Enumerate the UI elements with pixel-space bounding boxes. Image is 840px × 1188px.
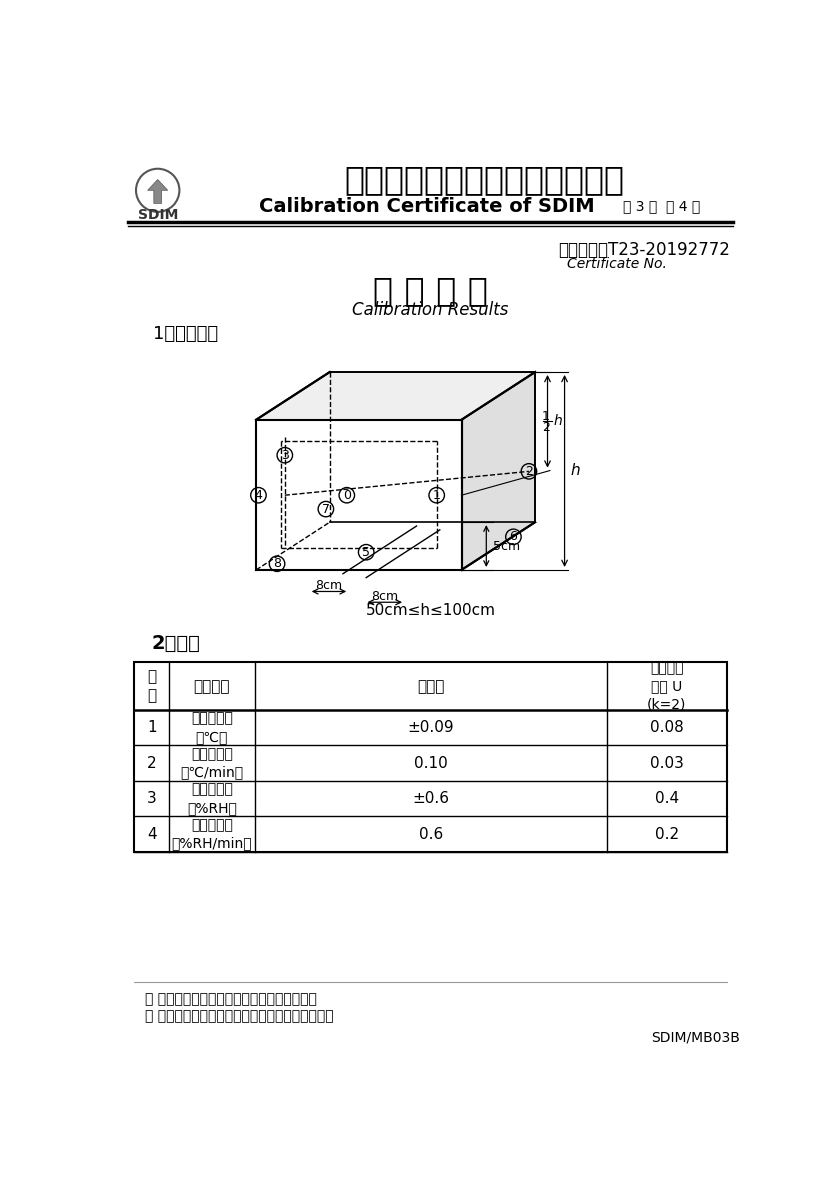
Polygon shape — [461, 372, 535, 570]
Text: ±0.09: ±0.09 — [407, 720, 454, 735]
Text: 校准项目: 校准项目 — [194, 678, 230, 694]
Text: ±0.6: ±0.6 — [412, 791, 449, 807]
Text: 1: 1 — [433, 488, 441, 501]
Text: 0.2: 0.2 — [655, 827, 679, 841]
Text: 第 3 页  共 4 页: 第 3 页 共 4 页 — [622, 200, 700, 214]
Text: 扩展不确
定度 U
(k=2): 扩展不确 定度 U (k=2) — [647, 661, 686, 712]
Text: 校准值: 校准值 — [417, 678, 444, 694]
Text: ＊ 未经本院书面批准，不得部分复印此证书。: ＊ 未经本院书面批准，不得部分复印此证书。 — [145, 992, 318, 1006]
Text: 3: 3 — [147, 791, 157, 807]
Text: 序
号: 序 号 — [147, 669, 156, 703]
Text: 0.03: 0.03 — [650, 756, 684, 771]
Text: 5: 5 — [362, 545, 370, 558]
Text: 7: 7 — [322, 503, 330, 516]
Text: 湿度变化率
（%RH/min）: 湿度变化率 （%RH/min） — [171, 817, 252, 851]
Text: 8cm: 8cm — [371, 590, 398, 604]
Text: SDIM: SDIM — [138, 208, 178, 222]
Text: 湿度波动度
（%RH）: 湿度波动度 （%RH） — [187, 783, 237, 815]
Text: 1、布点图：: 1、布点图： — [153, 324, 218, 342]
Text: h: h — [570, 463, 580, 478]
Text: 6: 6 — [510, 530, 517, 543]
Text: 0.4: 0.4 — [655, 791, 679, 807]
Text: 4: 4 — [255, 488, 262, 501]
Text: Calibration Results: Calibration Results — [352, 302, 509, 320]
Text: 3: 3 — [281, 449, 289, 462]
Text: 温度变化率
（℃/min）: 温度变化率 （℃/min） — [181, 747, 244, 779]
Text: 5cm: 5cm — [492, 539, 520, 552]
Text: h: h — [554, 415, 563, 429]
Text: Calibration Certificate of SDIM: Calibration Certificate of SDIM — [259, 197, 595, 216]
Text: 0.6: 0.6 — [419, 827, 443, 841]
Text: 0: 0 — [343, 488, 351, 501]
Bar — [134, 663, 727, 852]
Text: 2: 2 — [542, 421, 550, 434]
Text: 2、数据: 2、数据 — [151, 633, 201, 652]
Text: 山东省计量科学研究院校准证书: 山东省计量科学研究院校准证书 — [344, 163, 625, 196]
Text: 1: 1 — [147, 720, 157, 735]
Text: 0.08: 0.08 — [650, 720, 684, 735]
Text: 0.10: 0.10 — [414, 756, 448, 771]
Text: Certificate No.: Certificate No. — [566, 258, 666, 271]
Text: 校 准 结 果: 校 准 结 果 — [373, 274, 488, 307]
Text: 2: 2 — [147, 756, 157, 771]
Text: 8cm: 8cm — [315, 580, 343, 593]
Text: 50cm≤h≤100cm: 50cm≤h≤100cm — [365, 604, 496, 618]
Polygon shape — [256, 372, 535, 419]
Text: ＊ 本证书的校准结果仅对所校准的计量器具有效。: ＊ 本证书的校准结果仅对所校准的计量器具有效。 — [145, 1010, 334, 1024]
Text: 2: 2 — [525, 465, 533, 478]
Text: 4: 4 — [147, 827, 157, 841]
Text: 1: 1 — [542, 410, 550, 423]
Text: 温度波动度
（℃）: 温度波动度 （℃） — [191, 712, 233, 744]
Text: SDIM/MB03B: SDIM/MB03B — [651, 1030, 740, 1044]
Polygon shape — [148, 179, 168, 203]
Text: 证书编号：T23-20192772: 证书编号：T23-20192772 — [558, 241, 730, 259]
Text: 8: 8 — [273, 557, 281, 570]
